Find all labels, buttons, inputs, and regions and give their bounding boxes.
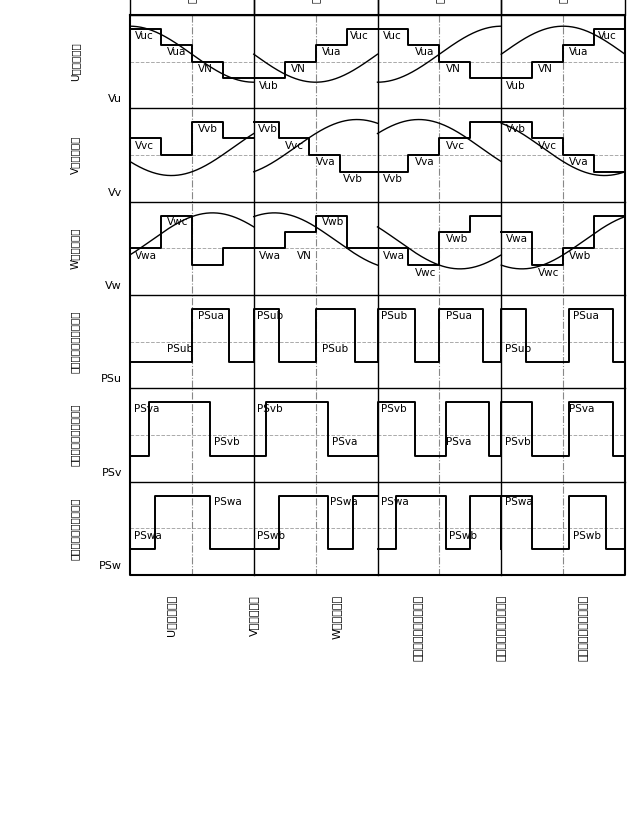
Text: コンパレータ出力信号: コンパレータ出力信号 xyxy=(496,595,506,661)
Text: Vua: Vua xyxy=(415,48,434,58)
Text: Vva: Vva xyxy=(415,158,435,168)
Text: PSvb: PSvb xyxy=(257,404,283,414)
Text: Vvb: Vvb xyxy=(343,174,363,184)
Text: VN: VN xyxy=(445,64,460,74)
Text: Vw: Vw xyxy=(105,281,122,291)
Text: PSub: PSub xyxy=(167,344,193,354)
Text: 電圧低下時: 電圧低下時 xyxy=(558,0,568,3)
Text: Vua: Vua xyxy=(322,48,341,58)
Text: PSva: PSva xyxy=(134,404,159,414)
Text: Vwc: Vwc xyxy=(415,268,436,278)
Text: Vv: Vv xyxy=(108,188,122,198)
Text: U相端子電圧: U相端子電圧 xyxy=(166,595,176,636)
Text: PSwa: PSwa xyxy=(505,497,532,507)
Text: PSva: PSva xyxy=(445,438,471,448)
Text: VN: VN xyxy=(291,64,306,74)
Text: U相端子電圧: U相端子電圧 xyxy=(70,43,80,81)
Text: VN: VN xyxy=(538,64,553,74)
Text: Vua: Vua xyxy=(167,48,186,58)
Text: PSub: PSub xyxy=(381,310,407,320)
Text: コンパレータ出力信号: コンパレータ出力信号 xyxy=(70,497,80,560)
Text: 電圧上昇時: 電圧上昇時 xyxy=(435,0,444,3)
Text: PSwa: PSwa xyxy=(134,530,161,540)
Text: Vua: Vua xyxy=(570,48,589,58)
Text: PSwa: PSwa xyxy=(214,497,242,507)
Text: PSub: PSub xyxy=(257,310,284,320)
Text: PSwa: PSwa xyxy=(381,497,409,507)
Text: Vvc: Vvc xyxy=(445,141,465,151)
Text: PSvb: PSvb xyxy=(214,438,240,448)
Text: Vva: Vva xyxy=(570,158,589,168)
Text: W相端子電圧: W相端子電圧 xyxy=(70,228,80,269)
Text: Vwb: Vwb xyxy=(570,251,591,261)
Text: 電圧低下時: 電圧低下時 xyxy=(310,0,321,3)
Text: Vvb: Vvb xyxy=(257,124,277,134)
Text: PSva: PSva xyxy=(332,438,357,448)
Text: PSvb: PSvb xyxy=(381,404,407,414)
Text: Vwc: Vwc xyxy=(167,217,189,227)
Text: PSwa: PSwa xyxy=(330,497,358,507)
Text: Vvc: Vvc xyxy=(538,141,557,151)
Text: Vuc: Vuc xyxy=(383,31,401,41)
Text: PSva: PSva xyxy=(570,404,595,414)
Text: コンパレータ出力信号: コンパレータ出力信号 xyxy=(70,310,80,373)
Text: コンパレータ出力信号: コンパレータ出力信号 xyxy=(413,595,424,661)
Text: Vvb: Vvb xyxy=(198,124,218,134)
Text: Vwa: Vwa xyxy=(259,251,281,261)
Text: Vvc: Vvc xyxy=(285,141,304,151)
Text: Vwc: Vwc xyxy=(538,268,560,278)
Text: PSwb: PSwb xyxy=(449,530,477,540)
Text: Vuc: Vuc xyxy=(598,31,616,41)
Text: PSwb: PSwb xyxy=(573,530,601,540)
Text: PSu: PSu xyxy=(101,374,122,384)
Text: Vwb: Vwb xyxy=(322,217,344,227)
Text: Vub: Vub xyxy=(506,81,526,91)
Text: Vu: Vu xyxy=(108,94,122,104)
Text: Vwa: Vwa xyxy=(135,251,157,261)
Text: PSua: PSua xyxy=(445,310,472,320)
Text: PSv: PSv xyxy=(102,468,122,478)
Text: Vvc: Vvc xyxy=(135,141,154,151)
Text: Vub: Vub xyxy=(259,81,278,91)
Text: コンパレータ出力信号: コンパレータ出力信号 xyxy=(579,595,589,661)
Text: Vva: Vva xyxy=(316,158,335,168)
Text: Vwa: Vwa xyxy=(506,234,528,244)
Text: V相端子電圧: V相端子電圧 xyxy=(249,595,259,636)
Text: コンパレータ出力信号: コンパレータ出力信号 xyxy=(70,404,80,466)
Text: PSvb: PSvb xyxy=(505,438,531,448)
Text: Vvb: Vvb xyxy=(383,174,403,184)
Text: V相端子電圧: V相端子電圧 xyxy=(70,136,80,174)
Text: Vwa: Vwa xyxy=(383,251,404,261)
Text: PSub: PSub xyxy=(322,344,348,354)
Text: PSua: PSua xyxy=(198,310,224,320)
Text: Vuc: Vuc xyxy=(350,31,369,41)
Text: VN: VN xyxy=(297,251,312,261)
Text: VN: VN xyxy=(198,64,213,74)
Text: PSua: PSua xyxy=(573,310,599,320)
Text: PSub: PSub xyxy=(505,344,531,354)
Text: PSwb: PSwb xyxy=(257,530,285,540)
Text: W相端子電圧: W相端子電圧 xyxy=(332,595,341,639)
Text: Vvb: Vvb xyxy=(506,124,526,134)
Text: Vuc: Vuc xyxy=(135,31,154,41)
Text: Vwb: Vwb xyxy=(445,234,468,244)
Text: 電圧上昇時: 電圧上昇時 xyxy=(187,0,197,3)
Text: PSw: PSw xyxy=(99,561,122,571)
